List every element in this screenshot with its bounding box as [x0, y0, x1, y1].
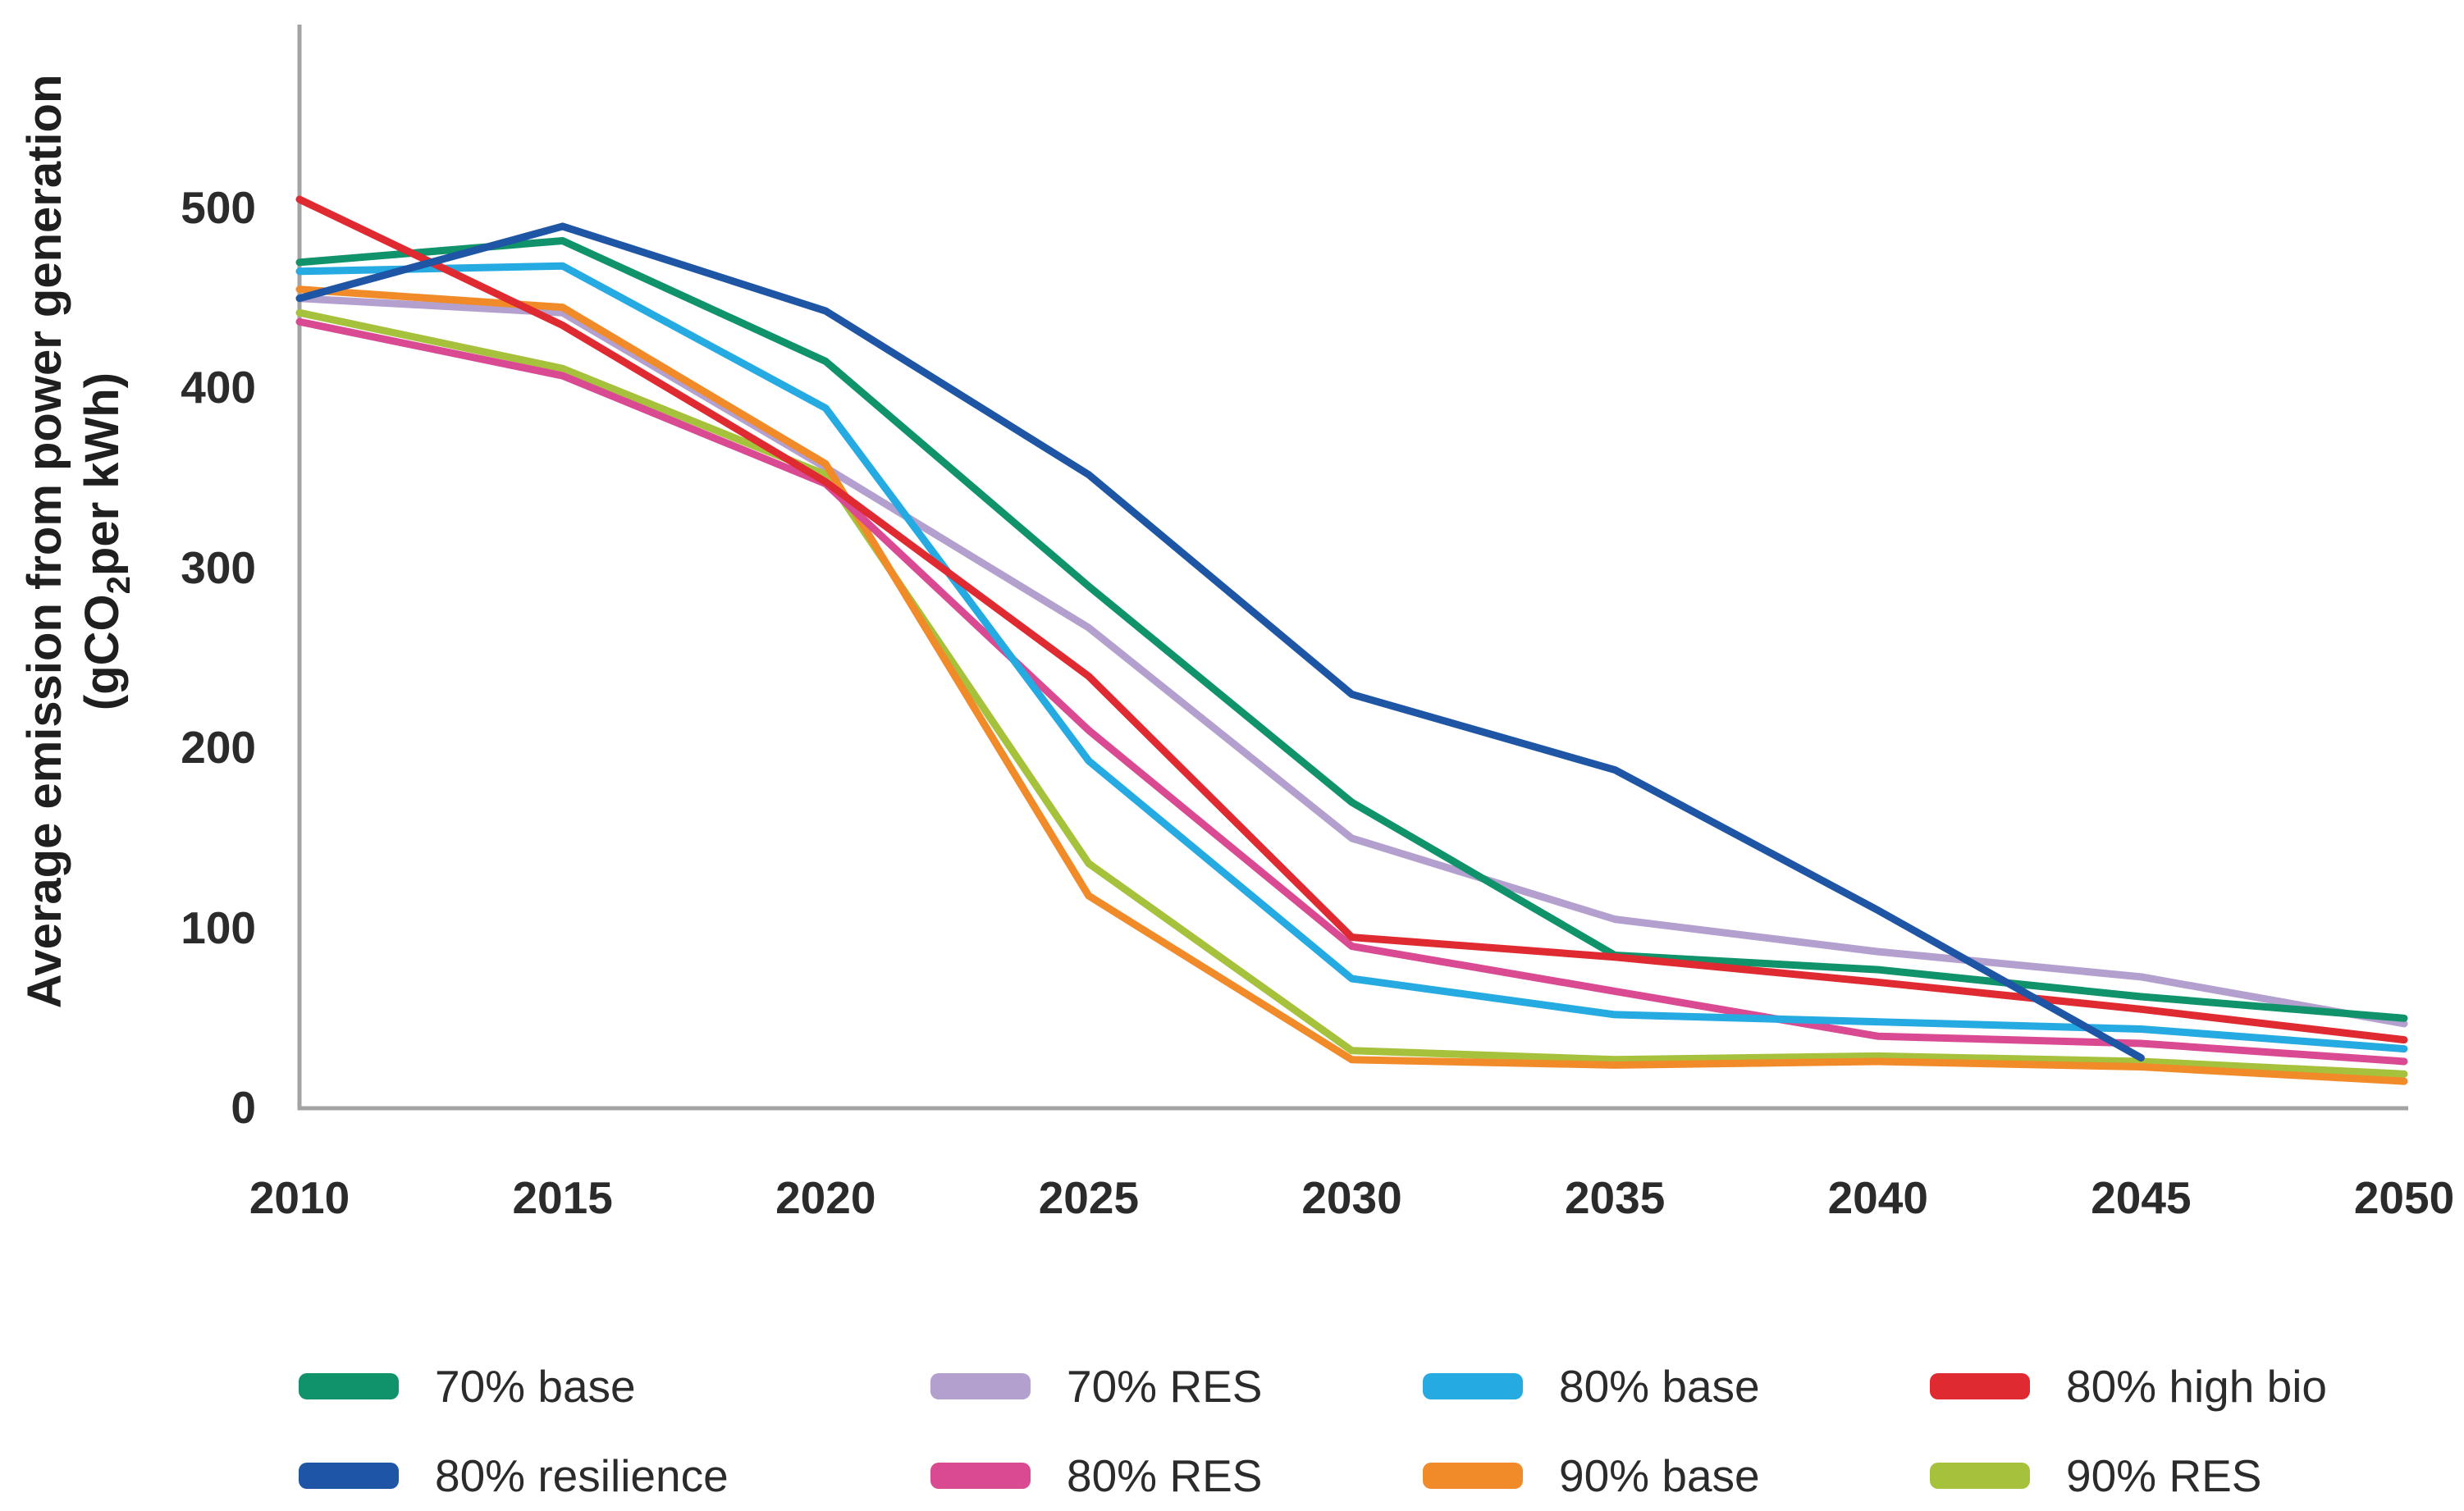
legend-label: 70% base	[435, 1361, 636, 1412]
x-tick-label: 2020	[775, 1172, 876, 1223]
legend-item-80-res: 80% RES	[930, 1449, 1262, 1502]
x-tick-label: 2025	[1038, 1172, 1140, 1223]
y-tick-label: 0	[231, 1082, 256, 1133]
axis-lines	[297, 25, 2408, 1111]
x-tick-label: 2045	[2091, 1172, 2192, 1223]
series-line-70-base	[295, 236, 2408, 1022]
legend-label: 80% resilience	[435, 1450, 729, 1501]
series-line-80-base	[295, 262, 2408, 1053]
legend-swatch	[1423, 1373, 1523, 1399]
legend-label: 90% base	[1559, 1450, 1760, 1501]
legend-item-80-high-bio: 80% high bio	[1930, 1360, 2327, 1413]
legend-label: 80% high bio	[2066, 1361, 2328, 1412]
legend-item-70-base: 70% base	[299, 1360, 636, 1413]
legend-swatch	[1930, 1463, 2030, 1489]
legend-label: 70% RES	[1067, 1361, 1263, 1412]
legend-item-80-resilience: 80% resilience	[299, 1449, 729, 1502]
legend-item-90-base: 90% base	[1423, 1449, 1760, 1502]
series-line-70-res	[295, 294, 2408, 1028]
x-tick-label: 2010	[249, 1172, 350, 1223]
x-tick-label: 2030	[1301, 1172, 1402, 1223]
x-tick-label: 2035	[1564, 1172, 1666, 1223]
legend-label: 80% base	[1559, 1361, 1760, 1412]
legend-label: 80% RES	[1067, 1450, 1263, 1501]
legend-item-90-res: 90% RES	[1930, 1449, 2261, 1502]
legend-swatch	[1930, 1373, 2030, 1399]
series-line-90-base	[295, 285, 2408, 1085]
legend-swatch	[930, 1373, 1031, 1399]
series-line-80-resilience	[295, 222, 2145, 1062]
series-line-80-high-bio	[295, 195, 2408, 1044]
x-tick-label: 2050	[2353, 1172, 2455, 1223]
x-tick-label: 2015	[512, 1172, 613, 1223]
legend-item-70-res: 70% RES	[930, 1360, 1262, 1413]
y-tick-label: 400	[181, 362, 256, 413]
series-line-90-res	[295, 308, 2408, 1078]
legend-item-80-base: 80% base	[1423, 1360, 1760, 1413]
legend-swatch	[930, 1463, 1031, 1489]
x-tick-label: 2040	[1827, 1172, 1928, 1223]
y-tick-label: 300	[181, 541, 256, 593]
y-tick-label: 100	[181, 902, 256, 953]
y-tick-label: 500	[181, 182, 256, 233]
y-tick-label: 200	[181, 722, 256, 774]
legend-label: 90% RES	[2066, 1450, 2262, 1501]
legend-swatch	[299, 1373, 399, 1399]
legend-swatch	[1423, 1463, 1523, 1489]
legend-swatch	[299, 1463, 399, 1489]
series-line-80-res	[295, 317, 2408, 1066]
